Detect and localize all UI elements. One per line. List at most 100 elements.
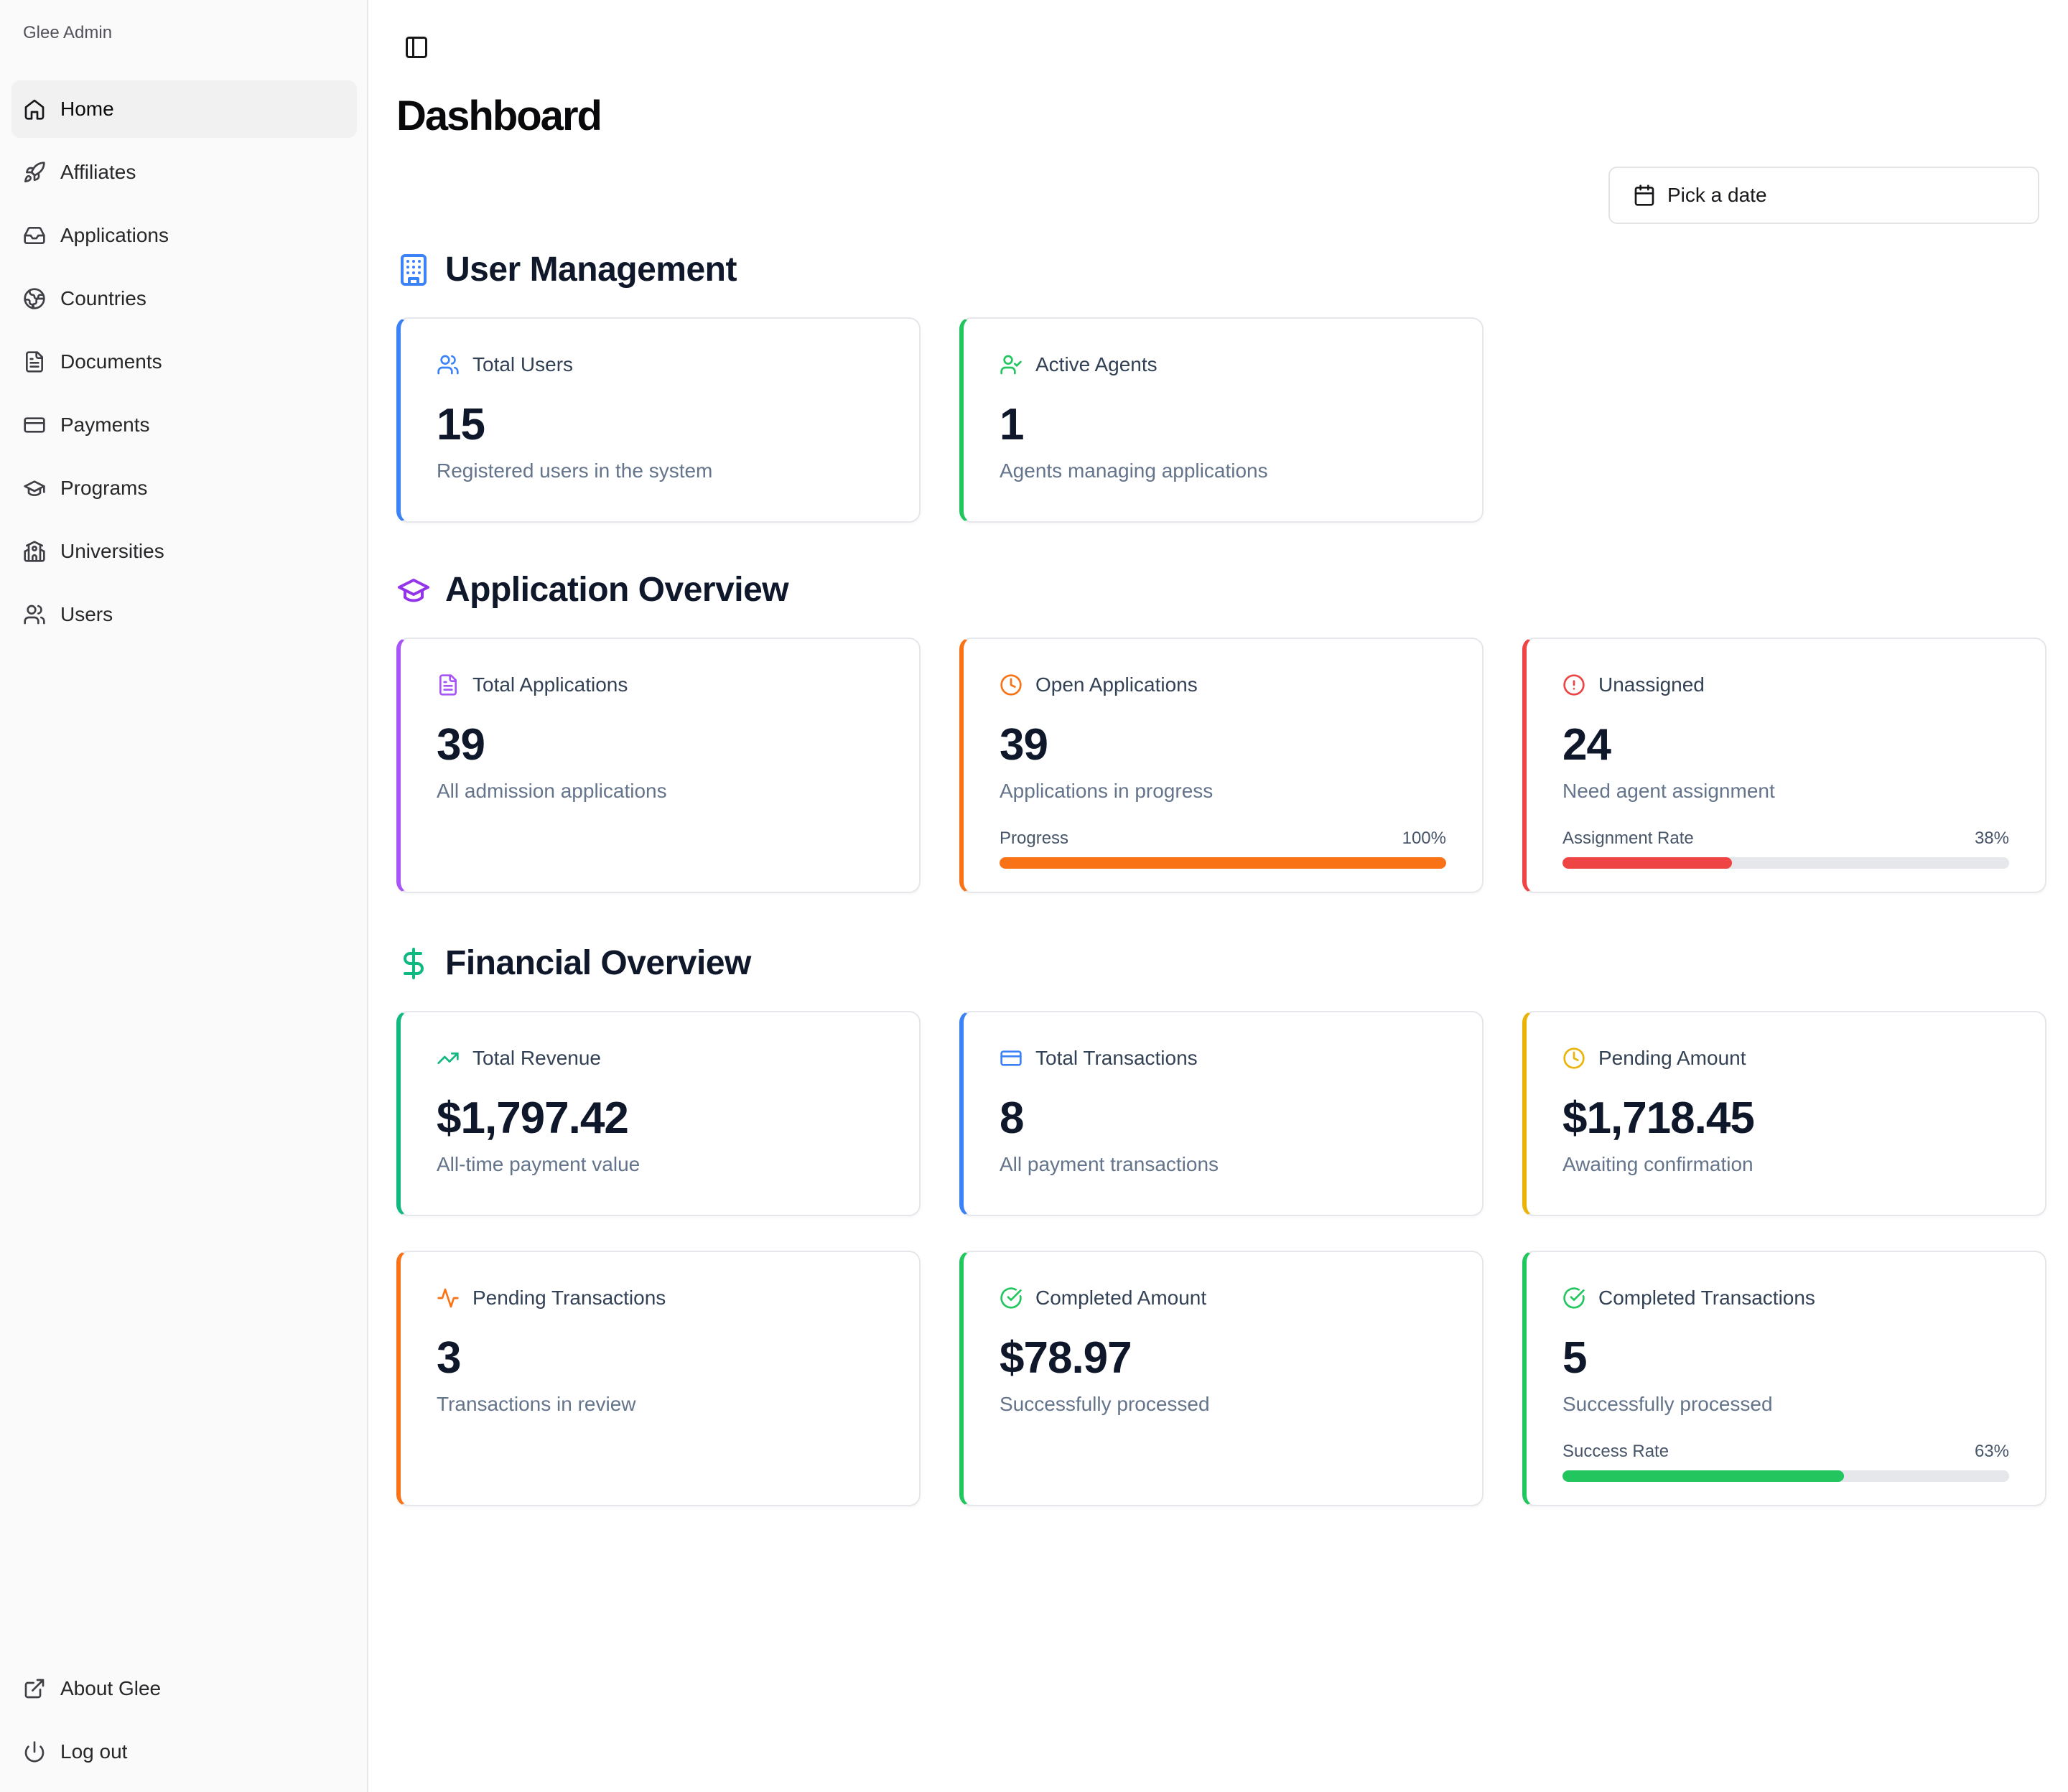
sidebar-item-affiliates[interactable]: Affiliates [11, 144, 357, 201]
card-header: Pending Amount [1562, 1047, 1746, 1070]
brand-name: Glee Admin [23, 23, 113, 42]
rocket-icon [24, 162, 45, 182]
external-link-icon [24, 1679, 45, 1699]
card-header: Pending Transactions [437, 1287, 666, 1310]
card-value: $1,718.45 [1562, 1093, 1755, 1143]
card-header: Total Applications [437, 673, 628, 696]
sidebar-item-label: Programs [60, 477, 148, 499]
sidebar-item-label: Payments [60, 414, 150, 436]
card-header: Total Revenue [437, 1047, 601, 1070]
card-label: Total Revenue [472, 1047, 602, 1069]
sidebar-toggle-button[interactable] [404, 34, 429, 60]
sidebar-item-about[interactable]: About Glee [11, 1660, 357, 1717]
progress-row: Success Rate 63% [1562, 1442, 2009, 1462]
card-value: 1 [1000, 400, 1024, 449]
sidebar-nav: Home Affiliates Applications Countries D… [11, 80, 357, 649]
section-title-text: User Management [445, 251, 737, 289]
card-label: Completed Transactions [1598, 1287, 1815, 1309]
progress-percent: 100% [1402, 829, 1446, 848]
sidebar-item-label: Documents [60, 350, 162, 373]
card-header: Completed Amount [1000, 1287, 1206, 1310]
sidebar: Glee Admin Home Affiliates Applications … [0, 0, 368, 1792]
sidebar-item-label: Applications [60, 224, 169, 246]
card-header: Total Users [437, 353, 573, 376]
stat-card-total-applications: Total Applications 39 All admission appl… [396, 638, 921, 893]
stat-card-total-revenue: Total Revenue $1,797.42 All-time payment… [396, 1011, 921, 1216]
alert-circle-icon [1563, 674, 1585, 696]
card-value: 39 [1000, 720, 1048, 770]
sidebar-item-label: Users [60, 603, 113, 625]
card-value: 5 [1562, 1333, 1587, 1383]
progress-row: Progress 100% [1000, 829, 1446, 849]
sidebar-item-label: Countries [60, 287, 146, 309]
card-header: Open Applications [1000, 673, 1198, 696]
card-label: Active Agents [1035, 353, 1158, 375]
stat-card-completed-transactions: Completed Transactions 5 Successfully pr… [1522, 1251, 2046, 1506]
date-picker-button[interactable]: Pick a date [1608, 167, 2039, 224]
sidebar-item-programs[interactable]: Programs [11, 459, 357, 517]
card-label: Open Applications [1035, 673, 1198, 696]
home-icon [24, 99, 45, 120]
sidebar-item-countries[interactable]: Countries [11, 270, 357, 327]
section-title-financial-overview: Financial Overview [396, 943, 751, 983]
card-description: All payment transactions [1000, 1153, 1219, 1175]
progress-label: Success Rate [1562, 1442, 1669, 1461]
user-check-icon [1000, 355, 1022, 375]
file-text-icon [26, 351, 43, 373]
sidebar-item-universities[interactable]: Universities [11, 523, 357, 580]
section-title-text: Application Overview [445, 571, 789, 609]
dollar-sign-icon [404, 947, 424, 979]
progress-percent: 38% [1974, 829, 2009, 848]
progress-fill [1562, 857, 1733, 869]
card-description: Successfully processed [1562, 1393, 1773, 1415]
card-description: Applications in progress [1000, 780, 1214, 802]
progress-percent: 63% [1974, 1442, 2009, 1461]
stat-card-active-agents: Active Agents 1 Agents managing applicat… [959, 317, 1484, 523]
date-picker-label: Pick a date [1667, 184, 1767, 206]
credit-card-icon [1000, 1050, 1022, 1066]
card-label: Unassigned [1598, 673, 1705, 696]
sidebar-item-label: Home [60, 98, 114, 120]
sidebar-footer: About Glee Log out [11, 1660, 357, 1786]
sidebar-item-label: About Glee [60, 1677, 162, 1699]
card-description: Awaiting confirmation [1562, 1153, 1753, 1175]
graduation-cap-icon [398, 578, 429, 602]
calendar-icon [1634, 185, 1654, 206]
sidebar-item-logout[interactable]: Log out [11, 1723, 357, 1781]
trending-up-icon [437, 1053, 459, 1064]
clock-icon [1000, 674, 1022, 696]
section-title-text: Financial Overview [445, 944, 751, 982]
progress-track [1000, 857, 1446, 869]
users-icon [24, 605, 45, 625]
stat-card-pending-amount: Pending Amount $1,718.45 Awaiting confir… [1522, 1011, 2046, 1216]
card-description: Transactions in review [437, 1393, 636, 1415]
power-icon [24, 1741, 45, 1763]
inbox-icon [24, 227, 45, 244]
card-description: Successfully processed [1000, 1393, 1210, 1415]
progress-track [1562, 1470, 2009, 1482]
card-description: Agents managing applications [1000, 459, 1268, 482]
card-value: 8 [1000, 1093, 1024, 1143]
activity-icon [437, 1288, 459, 1308]
card-value: 39 [437, 720, 485, 770]
card-label: Total Users [472, 353, 574, 375]
credit-card-icon [24, 417, 45, 433]
stat-card-total-transactions: Total Transactions 8 All payment transac… [959, 1011, 1484, 1216]
card-label: Completed Amount [1035, 1287, 1207, 1309]
sidebar-item-users[interactable]: Users [11, 586, 357, 643]
check-circle-icon [1563, 1287, 1585, 1309]
card-header: Active Agents [1000, 353, 1158, 376]
card-header: Total Transactions [1000, 1047, 1198, 1070]
stat-card-pending-transactions: Pending Transactions 3 Transactions in r… [396, 1251, 921, 1506]
card-value: 15 [437, 400, 485, 449]
stat-card-unassigned: Unassigned 24 Need agent assignment Assi… [1522, 638, 2046, 893]
sidebar-item-documents[interactable]: Documents [11, 333, 357, 391]
sidebar-item-home[interactable]: Home [11, 80, 357, 138]
sidebar-item-payments[interactable]: Payments [11, 396, 357, 454]
sidebar-item-label: Affiliates [60, 161, 136, 183]
stat-card-open-applications: Open Applications 39 Applications in pro… [959, 638, 1484, 893]
file-text-icon [439, 674, 457, 696]
progress-fill [1000, 857, 1446, 869]
sidebar-item-applications[interactable]: Applications [11, 207, 357, 264]
graduation-cap-icon [24, 480, 45, 496]
